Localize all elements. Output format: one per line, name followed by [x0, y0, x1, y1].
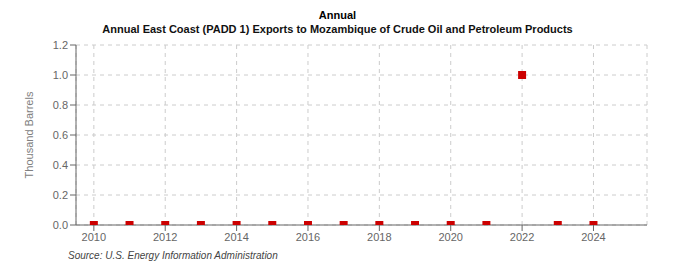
svg-text:0.0: 0.0: [53, 219, 68, 231]
svg-text:2010: 2010: [82, 231, 106, 243]
html-text:Source: U.S. Energy Informatio: Source: U.S. Energy Information Administ…: [68, 250, 278, 261]
svg-text:2020: 2020: [438, 231, 462, 243]
svg-text:2024: 2024: [581, 231, 605, 243]
svg-text:0.2: 0.2: [53, 189, 68, 201]
svg-text:2014: 2014: [224, 231, 248, 243]
svg-text:2018: 2018: [367, 231, 391, 243]
svg-text:2016: 2016: [296, 231, 320, 243]
svg-text:2022: 2022: [510, 231, 534, 243]
html-text:Annual East Coast (PADD 1) Exp: Annual East Coast (PADD 1) Exports to Mo…: [102, 23, 573, 35]
svg-text:0.4: 0.4: [53, 159, 68, 171]
html-text:Annual: Annual: [318, 9, 357, 21]
svg-text:0.8: 0.8: [53, 99, 68, 111]
svg-text:0.6: 0.6: [53, 129, 68, 141]
svg-text:1.2: 1.2: [53, 39, 68, 51]
svg-text:Thousand Barrels: Thousand Barrels: [23, 91, 35, 178]
svg-text:1.0: 1.0: [53, 69, 68, 81]
svg-text:2012: 2012: [153, 231, 177, 243]
